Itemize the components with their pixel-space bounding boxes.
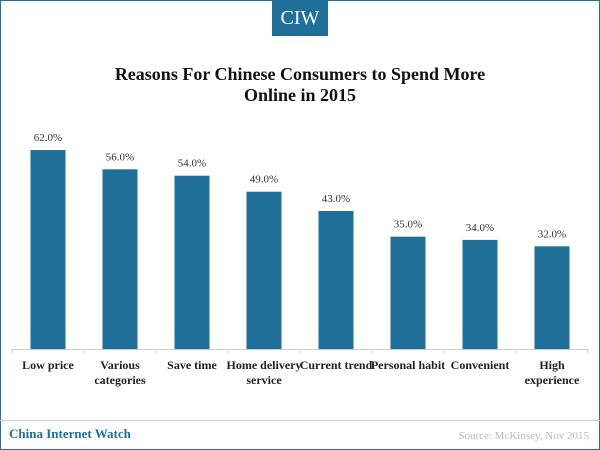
ciw-logo: CIW [272,0,328,36]
category-label-3: Save time [167,358,217,372]
bar-7 [462,239,498,349]
brand-name: China Internet Watch [9,426,131,441]
bar-8 [534,246,570,349]
category-label-2: Various categories [94,358,146,387]
data-label-3: 54.0% [178,158,206,170]
chart-title-line-1: Reasons For Chinese Consumers to Spend M… [114,64,486,84]
chart-title: Reasons For Chinese Consumers to Spend M… [60,64,540,106]
category-label-6: Personal habit [371,358,445,372]
bar-4 [246,191,282,349]
category-label-7: Convenient [451,358,510,372]
data-label-8: 32.0% [538,228,566,240]
category-label-5: Current trend [300,358,373,372]
data-label-6: 35.0% [394,219,422,231]
category-label-1: Low price [22,358,74,372]
source-note: Source: McKinsey, Nov 2015 [458,430,589,442]
bar-6 [390,236,426,349]
bar-5 [318,211,354,349]
footer-divider [0,420,600,421]
data-label-2: 56.0% [106,151,134,163]
bar-2 [102,169,138,349]
bar-chart: 62.0% Low price 56.0% Various categories 54.0… [11,132,589,387]
chart-title-line-2: Online in 2015 [243,85,357,105]
bar-1 [30,150,66,349]
data-label-4: 49.0% [250,174,278,186]
data-label-7: 34.0% [466,222,494,234]
category-label-8: High experience [525,358,580,387]
data-label-5: 43.0% [322,193,350,205]
bar-3 [174,175,210,349]
category-label-4: Home delivery service [227,358,302,387]
data-label-1: 62.0% [34,132,62,144]
